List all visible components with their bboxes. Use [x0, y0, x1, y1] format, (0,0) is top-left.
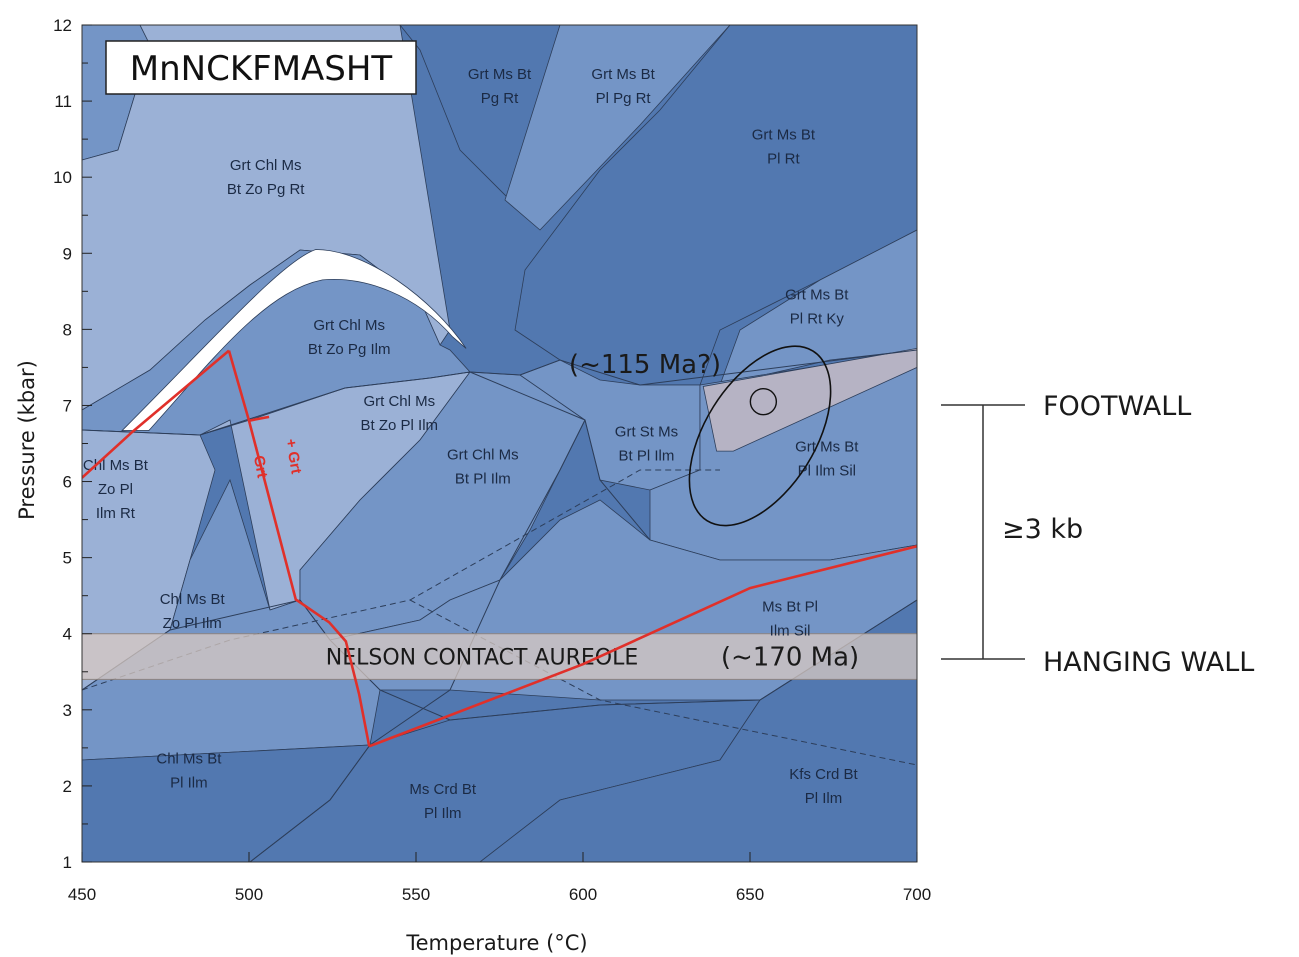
- y-tick-label-12: 12: [53, 16, 72, 35]
- y-tick-label-2: 2: [63, 777, 72, 796]
- x-axis-ticks: 450 500 550 600 650 700: [68, 852, 931, 904]
- x-tick-label-700: 700: [903, 885, 931, 904]
- garnet-isograd-lines: + Grt - Grt: [82, 345, 917, 748]
- contact-aureole-band: NELSON CONTACT AUREOLE (~170 Ma): [82, 633, 917, 680]
- field-label-4-line-1: Grt Chl Ms: [230, 157, 302, 174]
- pressure-difference-label: ≥3 kb: [1002, 514, 1083, 545]
- y-tick-label-7: 7: [63, 396, 72, 415]
- field-label-1-line-1: Grt Ms Bt: [468, 66, 532, 83]
- field-label-6-line-1: Grt Ms Bt: [785, 287, 849, 304]
- field-label-16-line-2: Pl Ilm: [805, 790, 843, 807]
- y-tick-label-1: 1: [63, 853, 72, 872]
- plus-grt-label: + Grt: [282, 437, 305, 475]
- y-tick-label-4: 4: [63, 625, 72, 644]
- peak-age-label: (~115 Ma?): [569, 350, 721, 380]
- field-label-9-line-2: Bt Pl Ilm: [455, 470, 511, 487]
- field-label-14-line-2: Pl Ilm: [170, 775, 208, 792]
- field-label-2-line-2: Pl Pg Rt: [596, 90, 652, 107]
- x-tick-label-600: 600: [569, 885, 597, 904]
- reaction-line-diagonal: [249, 419, 586, 862]
- peak-pt-point: [749, 387, 778, 416]
- field-label-8-line-2: Bt Pl Ilm: [619, 448, 675, 465]
- field-label-12-line-2: Zo Pl Ilm: [163, 615, 222, 632]
- system-label-box: [105, 40, 417, 95]
- field-label-9-line-1: Grt Chl Ms: [447, 446, 519, 463]
- field-label-3-line-2: Pl Rt: [767, 151, 800, 168]
- x-tick-label-500: 500: [235, 885, 263, 904]
- field-label-10-line-2: Pl Ilm Sil: [798, 463, 856, 480]
- y-tick-label-10: 10: [53, 168, 72, 187]
- field-label-5-line-2: Bt Zo Pg Ilm: [308, 341, 391, 358]
- footwall-hanging-wall-bracket: FOOTWALL HANGING WALL ≥3 kb: [941, 391, 1254, 678]
- y-tick-label-5: 5: [63, 549, 72, 568]
- x-axis-title: Temperature (°C): [405, 931, 587, 955]
- x-tick-label-450: 450: [68, 885, 96, 904]
- y-axis-title: Pressure (kbar): [15, 360, 39, 520]
- hanging-wall-label: HANGING WALL: [1043, 647, 1254, 678]
- field-label-1-line-2: Pg Rt: [481, 90, 519, 107]
- footwall-label: FOOTWALL: [1043, 391, 1191, 422]
- field-label-16-line-1: Kfs Crd Bt: [789, 766, 858, 783]
- y-tick-label-11: 11: [54, 92, 72, 111]
- reaction-line-lower: [82, 599, 917, 721]
- field-label-3-line-1: Grt Ms Bt: [752, 127, 816, 144]
- y-tick-label-9: 9: [63, 244, 72, 263]
- contact-aureole-label: NELSON CONTACT AUREOLE: [326, 646, 638, 671]
- field-label-15-line-2: Pl Ilm: [424, 805, 462, 822]
- field-label-15-line-1: Ms Crd Bt: [409, 781, 477, 798]
- chart-title: MnNCKFMASHT: [130, 49, 393, 89]
- peak-pt-ellipse: [688, 345, 832, 527]
- y-tick-label-6: 6: [63, 473, 72, 492]
- aureole-band-rect: [82, 633, 917, 680]
- field-label-12-line-1: Chl Ms Bt: [160, 591, 226, 608]
- field-label-7-line-2: Bt Zo Pl Ilm: [361, 417, 439, 434]
- field-label-11-line-2: Zo Pl: [98, 481, 133, 498]
- grt-isograd-tick: [248, 415, 270, 422]
- x-tick-label-550: 550: [402, 885, 430, 904]
- contact-age-label: (~170 Ma): [721, 643, 859, 673]
- plot-area: NELSON CONTACT AUREOLE (~170 Ma) Grt Ms B…: [82, 25, 917, 862]
- grt-isograd-right: [368, 544, 917, 748]
- field-label-13-line-1: Ms Bt Pl: [762, 599, 818, 616]
- field-label-13-line-2: Ilm Sil: [770, 623, 811, 640]
- field-label-4-line-2: Bt Zo Pg Rt: [227, 181, 305, 198]
- y-tick-label-8: 8: [63, 320, 72, 339]
- field-kfs: [479, 599, 917, 862]
- field-label-11-line-1: Chl Ms Bt: [83, 457, 149, 474]
- field-label-2-line-1: Grt Ms Bt: [591, 66, 655, 83]
- field-label-6-line-2: Pl Rt Ky: [790, 311, 845, 328]
- minus-grt-label: - Grt: [248, 445, 270, 479]
- y-tick-label-3: 3: [63, 701, 72, 720]
- reaction-line-center: [469, 371, 651, 541]
- field-label-11-line-3: Ilm Rt: [96, 505, 136, 522]
- field-label-8-line-1: Grt St Ms: [615, 424, 678, 441]
- field-label-14-line-1: Chl Ms Bt: [156, 751, 222, 768]
- field-label-5-line-1: Grt Chl Ms: [313, 317, 385, 334]
- field-pl-pg-rt: [504, 25, 731, 231]
- grt-isograd-left: [82, 349, 230, 479]
- field-label-10-line-1: Grt Ms Bt: [795, 439, 859, 456]
- x-tick-label-650: 650: [736, 885, 764, 904]
- field-label-7-line-1: Grt Chl Ms: [363, 393, 435, 410]
